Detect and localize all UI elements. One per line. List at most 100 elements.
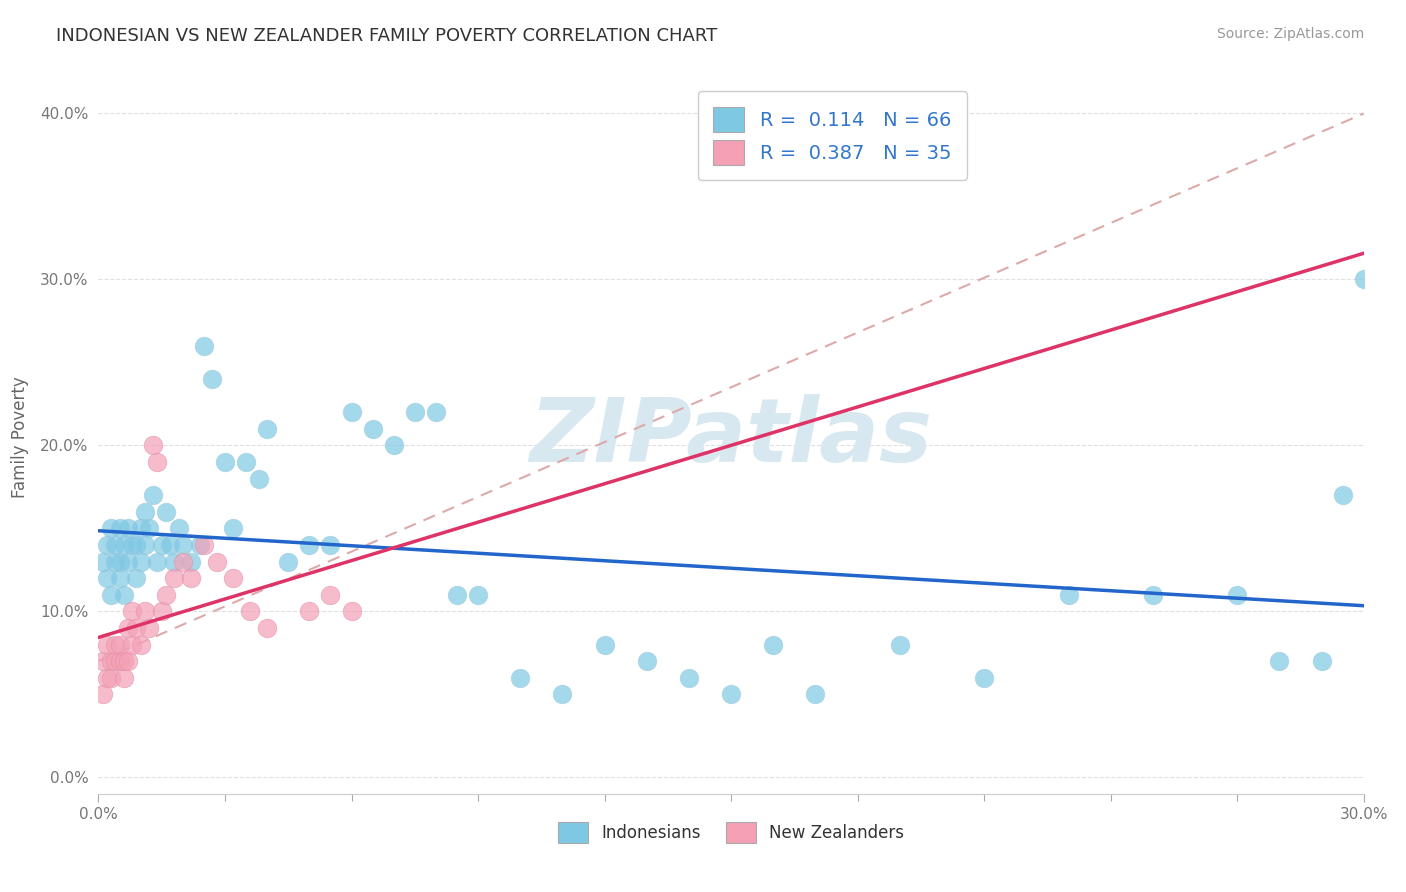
- Point: [180, 571, 202, 585]
- Point: [319, 538, 342, 552]
- Point: [720, 687, 742, 701]
- Point: [108, 555, 131, 569]
- Point: [104, 638, 127, 652]
- Point: [104, 538, 127, 552]
- Point: [239, 604, 262, 618]
- Point: [155, 588, 177, 602]
- Point: [298, 604, 321, 618]
- Point: [382, 438, 405, 452]
- Point: [1142, 588, 1164, 602]
- Point: [172, 555, 194, 569]
- Point: [125, 571, 148, 585]
- Point: [146, 555, 169, 569]
- Point: [247, 472, 270, 486]
- Point: [96, 571, 118, 585]
- Point: [117, 555, 139, 569]
- Point: [129, 555, 152, 569]
- Legend: Indonesians, New Zealanders: Indonesians, New Zealanders: [551, 815, 911, 850]
- Point: [121, 604, 143, 618]
- Point: [100, 671, 122, 685]
- Point: [319, 588, 342, 602]
- Point: [340, 604, 363, 618]
- Point: [804, 687, 827, 701]
- Point: [222, 521, 245, 535]
- Point: [1353, 272, 1375, 286]
- Point: [762, 638, 785, 652]
- Point: [142, 488, 165, 502]
- Point: [889, 638, 911, 652]
- Point: [340, 405, 363, 419]
- Point: [201, 372, 224, 386]
- Point: [125, 621, 148, 635]
- Text: ZIPatlas: ZIPatlas: [530, 393, 932, 481]
- Point: [425, 405, 447, 419]
- Point: [1331, 488, 1354, 502]
- Point: [134, 604, 156, 618]
- Point: [636, 654, 658, 668]
- Point: [100, 521, 122, 535]
- Point: [96, 638, 118, 652]
- Point: [150, 538, 173, 552]
- Point: [172, 538, 194, 552]
- Point: [129, 638, 152, 652]
- Point: [117, 621, 139, 635]
- Point: [222, 571, 245, 585]
- Point: [163, 555, 186, 569]
- Point: [150, 604, 173, 618]
- Text: Source: ZipAtlas.com: Source: ZipAtlas.com: [1216, 27, 1364, 41]
- Point: [205, 555, 228, 569]
- Point: [256, 621, 278, 635]
- Point: [134, 505, 156, 519]
- Point: [159, 538, 181, 552]
- Point: [298, 538, 321, 552]
- Point: [100, 654, 122, 668]
- Point: [193, 538, 215, 552]
- Y-axis label: Family Poverty: Family Poverty: [11, 376, 30, 498]
- Point: [108, 654, 131, 668]
- Point: [117, 521, 139, 535]
- Text: INDONESIAN VS NEW ZEALANDER FAMILY POVERTY CORRELATION CHART: INDONESIAN VS NEW ZEALANDER FAMILY POVER…: [56, 27, 717, 45]
- Point: [112, 654, 135, 668]
- Point: [593, 638, 616, 652]
- Point: [167, 521, 190, 535]
- Point: [214, 455, 236, 469]
- Point: [108, 571, 131, 585]
- Point: [1226, 588, 1249, 602]
- Point: [112, 538, 135, 552]
- Point: [96, 671, 118, 685]
- Point: [129, 521, 152, 535]
- Point: [180, 555, 202, 569]
- Point: [96, 538, 118, 552]
- Point: [277, 555, 299, 569]
- Point: [361, 422, 384, 436]
- Point: [404, 405, 426, 419]
- Point: [146, 455, 169, 469]
- Point: [155, 505, 177, 519]
- Point: [112, 671, 135, 685]
- Point: [108, 638, 131, 652]
- Point: [125, 538, 148, 552]
- Point: [193, 339, 215, 353]
- Point: [1310, 654, 1333, 668]
- Point: [104, 654, 127, 668]
- Point: [117, 654, 139, 668]
- Point: [163, 571, 186, 585]
- Point: [91, 654, 114, 668]
- Point: [235, 455, 257, 469]
- Point: [551, 687, 574, 701]
- Point: [121, 638, 143, 652]
- Point: [100, 588, 122, 602]
- Point: [104, 555, 127, 569]
- Point: [446, 588, 468, 602]
- Point: [678, 671, 700, 685]
- Point: [1057, 588, 1080, 602]
- Point: [91, 687, 114, 701]
- Point: [142, 438, 165, 452]
- Point: [138, 521, 160, 535]
- Point: [467, 588, 489, 602]
- Point: [112, 588, 135, 602]
- Point: [1268, 654, 1291, 668]
- Point: [134, 538, 156, 552]
- Point: [138, 621, 160, 635]
- Point: [256, 422, 278, 436]
